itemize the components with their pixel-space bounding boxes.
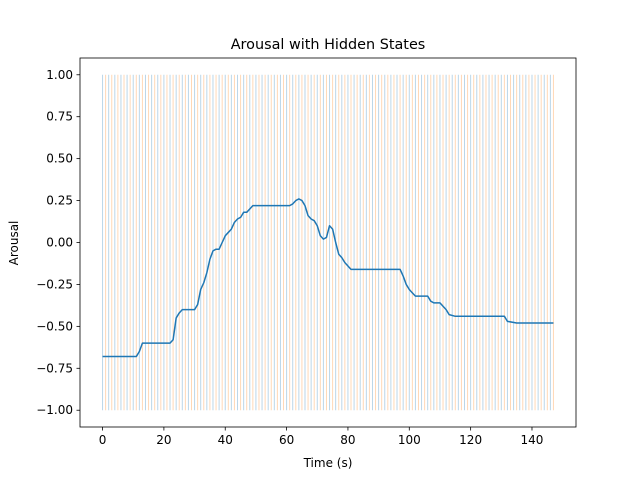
hidden-state-lines <box>102 74 554 411</box>
y-tick-label: −0.50 <box>36 319 73 333</box>
y-tick-label: −0.75 <box>36 361 73 375</box>
x-tick-label: 100 <box>398 433 421 447</box>
x-tick-label: 40 <box>218 433 233 447</box>
y-tick-label: 0.00 <box>46 236 73 250</box>
x-axis: 0 20 40 60 80 100 120 140 <box>99 427 544 447</box>
y-tick-label: 0.50 <box>46 152 73 166</box>
x-tick-label: 20 <box>156 433 171 447</box>
x-tick-label: 80 <box>340 433 355 447</box>
x-axis-label: Time (s) <box>303 456 353 470</box>
x-tick-label: 0 <box>99 433 107 447</box>
series-line <box>102 198 554 358</box>
y-axis: −1.00 −0.75 −0.50 −0.25 0.00 0.25 0.50 0.75 1.00 <box>36 68 80 417</box>
y-tick-label: 0.75 <box>46 110 73 124</box>
x-tick-label: 140 <box>521 433 544 447</box>
y-tick-label: −1.00 <box>36 403 73 417</box>
y-tick-label: 0.25 <box>46 194 73 208</box>
x-tick-label: 60 <box>279 433 294 447</box>
x-tick-label: 120 <box>459 433 482 447</box>
chart-title: Arousal with Hidden States <box>231 37 426 53</box>
y-tick-label: −0.25 <box>36 277 73 291</box>
series-layer <box>102 198 554 358</box>
y-tick-label: 1.00 <box>46 68 73 82</box>
y-axis-label: Arousal <box>7 221 21 266</box>
